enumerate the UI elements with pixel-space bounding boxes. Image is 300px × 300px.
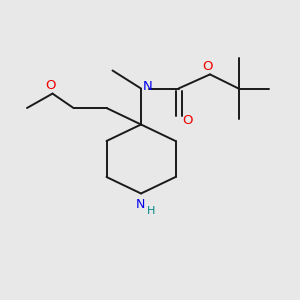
Text: O: O: [45, 79, 55, 92]
Text: N: N: [143, 80, 152, 93]
Text: N: N: [136, 198, 145, 212]
Text: O: O: [182, 114, 193, 128]
Text: O: O: [202, 59, 213, 73]
Text: H: H: [146, 206, 155, 217]
